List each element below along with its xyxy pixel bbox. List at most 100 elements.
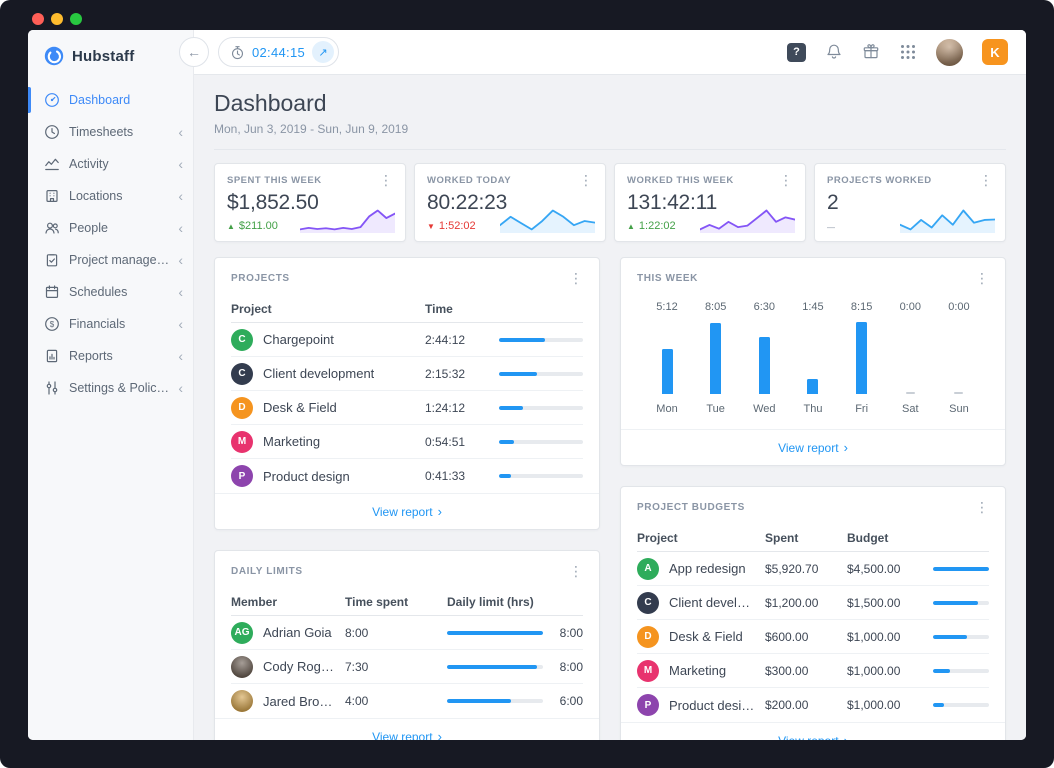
progress-bar xyxy=(933,634,989,639)
svg-text:$: $ xyxy=(50,320,55,329)
table-row[interactable]: A App redesign $5,920.70 $4,500.00 xyxy=(637,552,989,586)
table-row[interactable]: C Chargepoint 2:44:12 xyxy=(231,323,583,357)
view-report-link[interactable]: View report› xyxy=(621,722,1005,740)
bar-column-wed: 6:30 Wed xyxy=(753,301,776,415)
column-header: Daily limit (hrs) xyxy=(447,594,534,609)
kebab-menu-icon[interactable]: ⋮ xyxy=(569,563,583,579)
avatar: M xyxy=(231,430,253,453)
brand[interactable]: Hubstaff xyxy=(28,30,193,80)
kebab-menu-icon[interactable]: ⋮ xyxy=(569,270,583,286)
avatar: C xyxy=(231,362,253,385)
kebab-menu-icon[interactable]: ⋮ xyxy=(779,172,793,188)
kebab-menu-icon[interactable]: ⋮ xyxy=(975,499,989,515)
table-row[interactable]: Cody Rogers 7:30 8:00 xyxy=(231,650,583,684)
open-timer-icon[interactable]: ↗ xyxy=(312,41,335,63)
help-button[interactable]: ? xyxy=(787,42,806,62)
bar xyxy=(954,392,964,394)
topbar-actions: ? K xyxy=(787,38,1008,66)
card-title: DAILY LIMITS xyxy=(231,565,303,577)
stat-value: 80:22:23 xyxy=(427,191,508,214)
progress-bar xyxy=(933,703,989,707)
table-row[interactable]: M Marketing $300.00 $1,000.00 xyxy=(637,654,989,688)
window-minimize-button[interactable] xyxy=(51,13,63,25)
table-row[interactable]: Jared Brown 4:00 6:00 xyxy=(231,684,583,718)
bar xyxy=(710,323,722,394)
stat-delta: ▲ 1:22:02 xyxy=(627,220,676,232)
stat-label: SPENT THIS WEEK xyxy=(227,174,322,186)
table-row[interactable]: D Desk & Field $600.00 $1,000.00 xyxy=(637,620,989,654)
window-zoom-button[interactable] xyxy=(70,13,82,25)
kebab-menu-icon[interactable]: ⋮ xyxy=(379,172,393,188)
bar xyxy=(661,348,673,394)
table-row[interactable]: D Desk & Field 1:24:12 xyxy=(231,391,583,425)
bar-column-sat: 0:00 Sat xyxy=(899,301,921,415)
timer-widget[interactable]: 02:44:15 ↗ xyxy=(218,37,340,67)
delta-arrow-icon: ▲ xyxy=(227,221,235,231)
sidebar-item-schedules[interactable]: Schedules ‹ xyxy=(28,276,193,308)
dashboard-icon xyxy=(44,92,60,108)
sidebar-item-project-management[interactable]: Project management ‹ xyxy=(28,244,193,276)
table-row[interactable]: M Marketing 0:54:51 xyxy=(231,425,583,459)
sidebar-item-label: Activity xyxy=(69,157,109,171)
apps-grid-icon[interactable] xyxy=(899,43,917,61)
kebab-menu-icon[interactable]: ⋮ xyxy=(975,270,989,286)
progress-bar xyxy=(499,405,583,410)
table-row[interactable]: C Client development 2:15:32 xyxy=(231,357,583,391)
avatar: C xyxy=(637,591,659,614)
view-report-link[interactable]: View report› xyxy=(215,718,599,740)
kebab-menu-icon[interactable]: ⋮ xyxy=(579,172,593,188)
sidebar-item-dashboard[interactable]: Dashboard xyxy=(28,84,193,116)
sliders-icon xyxy=(44,380,60,396)
column-header: Member xyxy=(231,594,278,609)
organization-badge[interactable]: K xyxy=(982,39,1008,65)
view-report-link[interactable]: View report› xyxy=(621,429,1005,465)
delta-value: 1:52:02 xyxy=(438,220,476,232)
table-row[interactable]: AG Adrian Goia 8:00 8:00 xyxy=(231,616,583,650)
bar xyxy=(758,337,770,394)
notifications-bell-icon[interactable] xyxy=(825,43,843,61)
sidebar-item-financials[interactable]: $ Financials ‹ xyxy=(28,308,193,340)
progress-bar xyxy=(447,664,543,669)
sidebar-item-locations[interactable]: Locations ‹ xyxy=(28,180,193,212)
avatar: D xyxy=(637,625,659,648)
sidebar-item-timesheets[interactable]: Timesheets ‹ xyxy=(28,116,193,148)
gift-icon[interactable] xyxy=(862,43,880,61)
chevron-right-icon: › xyxy=(437,728,442,741)
sidebar-item-label: Project management xyxy=(69,253,169,267)
avatar xyxy=(231,690,253,712)
projects-card: PROJECTS ⋮ Project Time C Chargepoint 2:44… xyxy=(214,257,600,530)
avatar: C xyxy=(231,328,253,351)
stats-row: SPENT THIS WEEK ⋮ $1,852.50 ▲ $211.00 WORK… xyxy=(214,163,1006,242)
sidebar-item-settings-policies[interactable]: Settings & Policies ‹ xyxy=(28,372,193,404)
column-header: Project xyxy=(231,301,272,316)
view-report-link[interactable]: View report› xyxy=(215,493,599,529)
sidebar-item-reports[interactable]: Reports ‹ xyxy=(28,340,193,372)
hubstaff-logo-icon xyxy=(44,46,64,66)
sparkline-chart xyxy=(300,209,395,233)
collapse-sidebar-button[interactable]: ← xyxy=(179,37,209,67)
chevron-left-icon: ‹ xyxy=(178,188,183,204)
sidebar-item-activity[interactable]: Activity ‹ xyxy=(28,148,193,180)
kebab-menu-icon[interactable]: ⋮ xyxy=(979,172,993,188)
dollar-circle-icon: $ xyxy=(44,316,60,332)
sparkline-chart xyxy=(500,209,595,233)
sidebar-item-label: Financials xyxy=(69,317,126,331)
table-row[interactable]: P Product design $200.00 $1,000.00 xyxy=(637,688,989,722)
cards-grid: PROJECTS ⋮ Project Time C Chargepoint 2:44… xyxy=(214,257,1006,740)
bar-column-tue: 8:05 Tue xyxy=(704,301,727,415)
page-header: Dashboard Mon, Jun 3, 2019 - Sun, Jun 9,… xyxy=(214,90,1006,150)
sidebar-item-people[interactable]: People ‹ xyxy=(28,212,193,244)
table-row[interactable]: P Product design 0:41:33 xyxy=(231,459,583,493)
window-close-button[interactable] xyxy=(32,13,44,25)
avatar xyxy=(231,655,253,678)
sidebar-nav: Dashboard Timesheets ‹ Activity ‹ Locati… xyxy=(28,84,193,404)
user-avatar[interactable] xyxy=(936,38,963,66)
delta-arrow-icon: — xyxy=(827,223,835,232)
progress-bar xyxy=(933,668,989,673)
bar xyxy=(856,322,868,394)
sidebar-item-label: Reports xyxy=(69,349,113,363)
avatar: A xyxy=(637,557,659,580)
